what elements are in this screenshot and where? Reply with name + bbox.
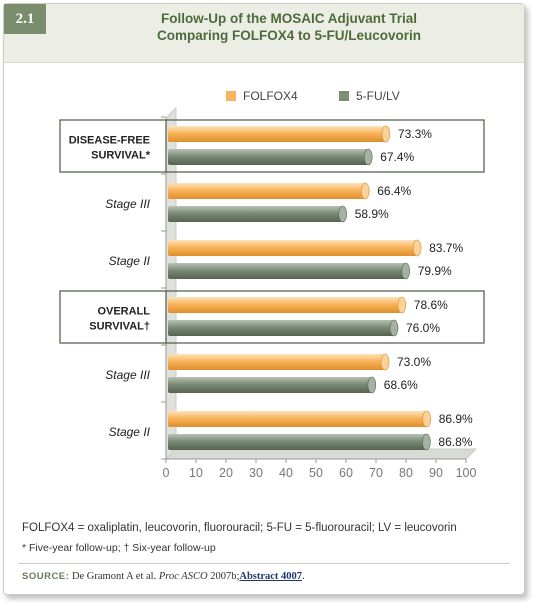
bar-cap-fu-lv [401, 262, 411, 280]
bar-fu-lv [168, 149, 369, 165]
group-highlight-box [59, 290, 485, 344]
figure-title: Follow-Up of the MOSAIC Adjuvant Trial C… [64, 10, 514, 44]
value-label-fu-lv: 79.9% [418, 264, 452, 278]
category-label: OVERALL [97, 306, 150, 318]
category-label: SURVIVAL* [91, 150, 151, 162]
group-highlight-box [59, 119, 485, 173]
value-label-folfox4: 73.0% [397, 355, 431, 369]
bar-cap-folfox4 [380, 353, 390, 371]
bar-folfox4 [168, 354, 385, 370]
chart-legend: FOLFOX4 5-FU/LV [4, 89, 524, 105]
category-label: Stage III [105, 368, 150, 382]
legend-item-fu-lv: 5-FU/LV [339, 89, 400, 103]
legend-label-folfox4: FOLFOX4 [243, 89, 298, 103]
bar-folfox4 [168, 240, 418, 256]
x-tick-label: 20 [219, 466, 233, 480]
abbreviations-footnote: FOLFOX4 = oxaliplatin, leucovorin, fluor… [22, 522, 457, 534]
x-tick-label: 100 [456, 466, 477, 480]
bar-fu-lv [168, 206, 343, 222]
category-label: Stage II [109, 425, 151, 439]
source-authors: De Gramont A et al. [71, 571, 157, 582]
x-tick-label: 80 [399, 466, 413, 480]
source-journal: Proc ASCO [158, 571, 208, 582]
category-label: DISEASE-FREE [69, 135, 150, 147]
legend-item-folfox4: FOLFOX4 [226, 89, 298, 103]
x-tick-label: 50 [309, 466, 323, 480]
value-label-folfox4: 73.3% [398, 127, 432, 141]
x-tick-label: 40 [279, 466, 293, 480]
bar-cap-folfox4 [360, 182, 370, 200]
bar-cap-folfox4 [422, 410, 432, 428]
source-citation: SOURCE: De Gramont A et al. Proc ASCO 20… [22, 571, 305, 582]
figure-title-line1: Follow-Up of the MOSAIC Adjuvant Trial [161, 11, 417, 26]
figure-header: 2.1 Follow-Up of the MOSAIC Adjuvant Tri… [4, 4, 524, 63]
x-tick-label: 10 [189, 466, 203, 480]
source-end: . [302, 571, 305, 582]
value-label-fu-lv: 86.8% [438, 435, 472, 449]
legend-swatch-folfox4 [226, 91, 236, 101]
value-label-folfox4: 83.7% [429, 241, 463, 255]
x-tick-label: 30 [249, 466, 263, 480]
category-label: Stage II [109, 254, 151, 268]
bar-cap-folfox4 [381, 125, 391, 143]
followup-footnote: * Five-year follow-up; † Six-year follow… [22, 542, 216, 554]
value-label-folfox4: 78.6% [414, 298, 448, 312]
bar-cap-fu-lv [338, 205, 348, 223]
plot-floor [164, 448, 478, 460]
bar-cap-folfox4 [397, 296, 407, 314]
value-label-fu-lv: 67.4% [380, 150, 414, 164]
bar-fu-lv [168, 434, 427, 450]
category-label: SURVIVAL† [89, 321, 150, 333]
bar-fu-lv [168, 320, 394, 336]
bar-folfox4 [168, 411, 427, 427]
source-label: SOURCE: [22, 571, 70, 582]
value-label-fu-lv: 68.6% [384, 378, 418, 392]
bar-folfox4 [168, 126, 386, 142]
survival-bar-chart: DISEASE-FREE SURVIVAL* 73.3% 67.4% Stage III… [59, 106, 485, 480]
bar-folfox4 [168, 183, 366, 199]
bar-folfox4 [168, 297, 402, 313]
bar-cap-fu-lv [367, 376, 377, 394]
x-tick-label: 70 [369, 466, 383, 480]
abstract-link[interactable]: Abstract 4007 [239, 571, 303, 582]
bar-fu-lv [168, 263, 406, 279]
bar-cap-fu-lv [389, 319, 399, 337]
bar-fu-lv [168, 377, 372, 393]
bar-cap-fu-lv [363, 148, 373, 166]
figure-panel: 2.1 Follow-Up of the MOSAIC Adjuvant Tri… [3, 3, 525, 595]
footer-divider [18, 563, 510, 564]
bar-cap-folfox4 [412, 239, 422, 257]
x-tick-label: 90 [429, 466, 443, 480]
x-tick-label: 0 [163, 466, 170, 480]
value-label-folfox4: 86.9% [439, 412, 473, 426]
value-label-folfox4: 66.4% [377, 184, 411, 198]
value-label-fu-lv: 58.9% [355, 207, 389, 221]
figure-title-line2: Comparing FOLFOX4 to 5-FU/Leucovorin [156, 28, 421, 43]
bar-cap-fu-lv [422, 433, 431, 451]
category-label: Stage III [105, 197, 150, 211]
x-tick-label: 60 [339, 466, 353, 480]
value-label-fu-lv: 76.0% [406, 321, 440, 335]
source-year: 2007b; [210, 571, 240, 582]
legend-swatch-fu-lv [339, 91, 349, 101]
figure-number-badge: 2.1 [4, 4, 46, 34]
legend-label-fu-lv: 5-FU/LV [356, 89, 400, 103]
